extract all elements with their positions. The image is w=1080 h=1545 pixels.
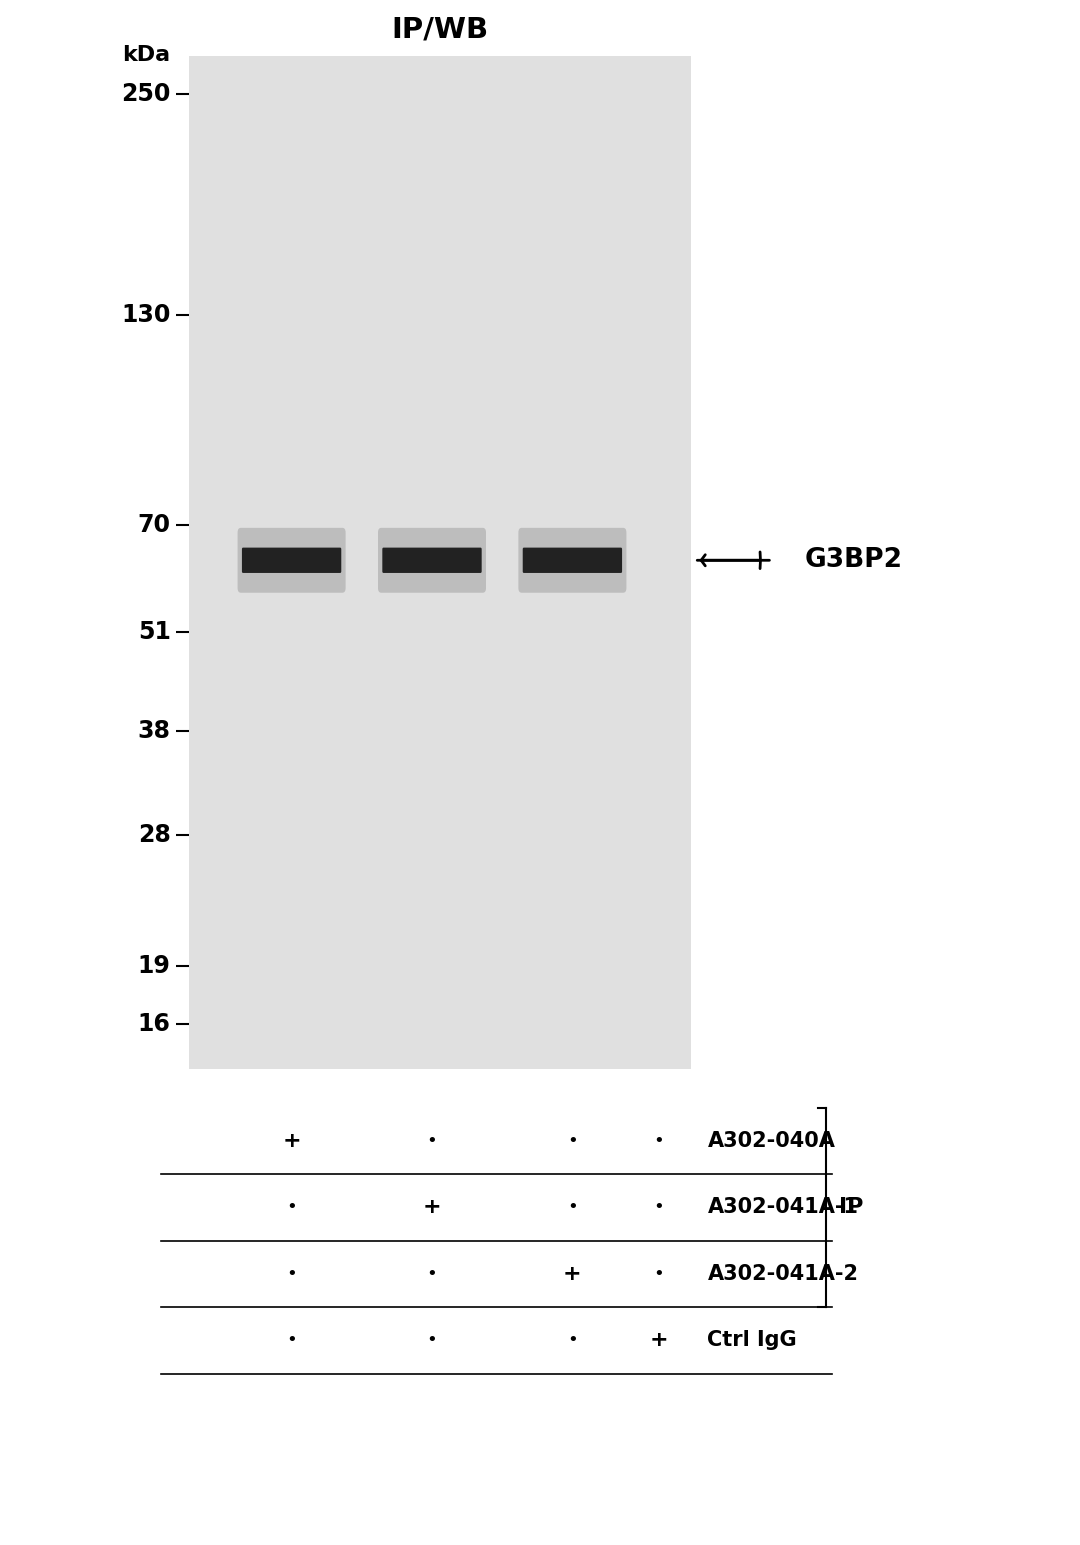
Bar <box>189 56 691 1069</box>
Text: IP: IP <box>839 1197 864 1217</box>
Text: A302-041A-1: A302-041A-1 <box>707 1197 859 1217</box>
Text: +: + <box>422 1197 442 1217</box>
Text: A302-041A-2: A302-041A-2 <box>707 1264 859 1284</box>
Text: 250: 250 <box>121 82 171 107</box>
Text: •: • <box>427 1332 437 1349</box>
Text: +: + <box>563 1264 582 1284</box>
Text: A302-040A: A302-040A <box>707 1131 835 1151</box>
Text: 70: 70 <box>137 513 171 536</box>
Text: •: • <box>567 1332 578 1349</box>
Text: •: • <box>286 1265 297 1282</box>
Text: •: • <box>653 1265 664 1282</box>
Text: G3BP2: G3BP2 <box>805 547 903 573</box>
FancyBboxPatch shape <box>238 528 346 593</box>
Text: •: • <box>286 1332 297 1349</box>
Text: 16: 16 <box>138 1012 171 1037</box>
Text: •: • <box>427 1265 437 1282</box>
Text: •: • <box>567 1199 578 1216</box>
FancyBboxPatch shape <box>518 528 626 593</box>
Text: +: + <box>282 1131 301 1151</box>
Text: 130: 130 <box>121 303 171 328</box>
FancyBboxPatch shape <box>242 547 341 573</box>
Text: •: • <box>653 1132 664 1149</box>
Text: 28: 28 <box>138 822 171 847</box>
Text: kDa: kDa <box>122 45 171 65</box>
Text: Ctrl IgG: Ctrl IgG <box>707 1330 797 1350</box>
FancyBboxPatch shape <box>378 528 486 593</box>
FancyBboxPatch shape <box>523 547 622 573</box>
Text: •: • <box>427 1132 437 1149</box>
Text: •: • <box>653 1199 664 1216</box>
Text: •: • <box>567 1132 578 1149</box>
FancyBboxPatch shape <box>382 547 482 573</box>
Text: IP/WB: IP/WB <box>392 15 488 43</box>
Text: 38: 38 <box>137 720 171 743</box>
Text: 19: 19 <box>138 953 171 978</box>
Text: +: + <box>649 1330 669 1350</box>
Text: •: • <box>286 1199 297 1216</box>
Text: 51: 51 <box>138 620 171 644</box>
